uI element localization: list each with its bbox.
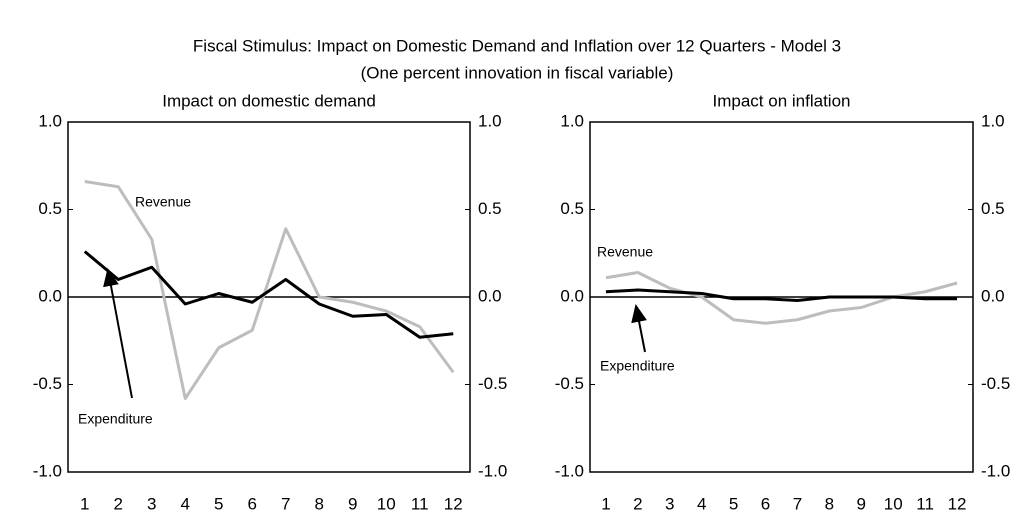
y2-tick-label: 0.0 (478, 286, 502, 305)
x-tick-label: 8 (825, 494, 834, 513)
y-tick-label: -0.5 (33, 374, 62, 393)
y2-tick-label: -1.0 (981, 461, 1010, 480)
y2-tick-label: -1.0 (478, 461, 507, 480)
x-tick-label: 6 (761, 494, 770, 513)
y-tick-label: 0.0 (560, 286, 584, 305)
x-tick-label: 11 (411, 494, 429, 513)
y2-tick-label: 1.0 (478, 111, 502, 130)
x-tick-label: 1 (601, 494, 610, 513)
series-line (83, 250, 454, 339)
panel-title: Impact on inflation (713, 91, 851, 110)
x-tick-label: 4 (697, 494, 706, 513)
y-tick-label: -1.0 (33, 461, 62, 480)
y-tick-label: 0.5 (560, 199, 584, 218)
x-tick-label: 2 (633, 494, 642, 513)
x-tick-label: 7 (793, 494, 802, 513)
x-tick-label: 6 (248, 494, 257, 513)
x-tick-label: 12 (444, 494, 463, 513)
y-tick-label: 0.0 (38, 286, 62, 305)
x-tick-label: 9 (857, 494, 866, 513)
y-tick-label: -1.0 (555, 461, 584, 480)
annotation: Revenue (597, 244, 653, 260)
y2-tick-label: 0.5 (981, 199, 1005, 218)
x-tick-label: 10 (377, 494, 396, 513)
x-tick-label: 5 (214, 494, 223, 513)
y2-tick-label: -0.5 (478, 374, 507, 393)
x-tick-label: 5 (729, 494, 738, 513)
y-tick-label: 0.5 (38, 199, 62, 218)
y2-tick-label: 1.0 (981, 111, 1005, 130)
x-tick-label: 8 (315, 494, 324, 513)
y-tick-label: 1.0 (560, 111, 584, 130)
annotation-arrow (103, 268, 133, 399)
series-line (605, 288, 958, 302)
x-tick-label: 11 (916, 494, 934, 513)
x-tick-label: 12 (948, 494, 967, 513)
y2-tick-label: 0.0 (981, 286, 1005, 305)
series-line (84, 180, 455, 400)
annotation: Expenditure (78, 411, 153, 427)
x-tick-label: 3 (665, 494, 674, 513)
x-tick-label: 7 (281, 494, 290, 513)
x-tick-label: 9 (348, 494, 357, 513)
annotation-arrow (631, 304, 647, 353)
chart-title: Fiscal Stimulus: Impact on Domestic Dema… (193, 36, 841, 55)
x-tick-label: 1 (80, 494, 89, 513)
annotation: Revenue (135, 194, 191, 210)
y-tick-label: 1.0 (38, 111, 62, 130)
x-tick-label: 2 (114, 494, 123, 513)
x-tick-label: 3 (147, 494, 156, 513)
x-tick-label: 10 (884, 494, 903, 513)
y-tick-label: -0.5 (555, 374, 584, 393)
x-tick-label: 4 (181, 494, 190, 513)
y2-tick-label: 0.5 (478, 199, 502, 218)
chart-subtitle: (One percent innovation in fiscal variab… (361, 63, 674, 82)
y2-tick-label: -0.5 (981, 374, 1010, 393)
annotation: Expenditure (600, 358, 675, 374)
panel-title: Impact on domestic demand (162, 91, 376, 110)
